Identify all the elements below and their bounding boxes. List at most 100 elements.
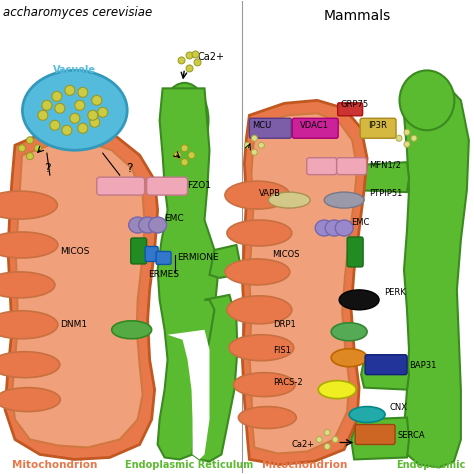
Text: BAP31: BAP31: [409, 361, 437, 370]
Text: Endoplasmic Reticulum: Endoplasmic Reticulum: [126, 460, 254, 471]
Ellipse shape: [335, 220, 353, 236]
Circle shape: [251, 135, 257, 141]
Circle shape: [70, 113, 80, 123]
Text: FZO1: FZO1: [188, 181, 211, 190]
PathPatch shape: [192, 295, 237, 462]
PathPatch shape: [5, 128, 158, 459]
Ellipse shape: [0, 232, 58, 258]
Circle shape: [27, 137, 34, 144]
Text: Endoplasmic: Endoplasmic: [396, 460, 465, 471]
Circle shape: [50, 120, 60, 130]
Text: Mammals: Mammals: [323, 9, 391, 23]
Text: Mitochondrion: Mitochondrion: [12, 460, 98, 471]
Text: Mitochondrion: Mitochondrion: [262, 460, 347, 471]
PathPatch shape: [168, 330, 210, 459]
Ellipse shape: [233, 373, 295, 397]
Ellipse shape: [161, 83, 209, 158]
PathPatch shape: [210, 245, 239, 278]
Circle shape: [194, 59, 201, 66]
Text: ERMIONE: ERMIONE: [178, 254, 219, 263]
Ellipse shape: [268, 192, 310, 208]
Circle shape: [65, 85, 75, 95]
Circle shape: [316, 437, 322, 443]
Ellipse shape: [0, 352, 60, 378]
Circle shape: [42, 100, 52, 110]
Ellipse shape: [331, 349, 367, 367]
Ellipse shape: [139, 217, 156, 233]
Ellipse shape: [318, 381, 356, 399]
Circle shape: [404, 141, 410, 147]
Circle shape: [251, 149, 257, 155]
Text: VAPB: VAPB: [259, 189, 282, 198]
Text: EMC: EMC: [164, 214, 184, 223]
Text: MICOS: MICOS: [273, 250, 300, 259]
Text: CNX: CNX: [389, 403, 407, 412]
Ellipse shape: [112, 321, 152, 339]
FancyBboxPatch shape: [146, 177, 188, 195]
Text: MICOS: MICOS: [60, 247, 89, 256]
Ellipse shape: [315, 220, 333, 236]
Circle shape: [75, 100, 85, 110]
Ellipse shape: [0, 388, 60, 411]
Circle shape: [404, 129, 410, 135]
PathPatch shape: [242, 100, 367, 465]
Circle shape: [181, 145, 188, 152]
FancyBboxPatch shape: [145, 246, 158, 262]
Ellipse shape: [22, 71, 127, 150]
Text: DRP1: DRP1: [273, 320, 296, 329]
FancyBboxPatch shape: [307, 158, 337, 174]
FancyBboxPatch shape: [292, 118, 338, 138]
Circle shape: [174, 152, 181, 159]
Ellipse shape: [325, 220, 343, 236]
PathPatch shape: [158, 88, 218, 459]
FancyBboxPatch shape: [131, 238, 146, 264]
Text: accharomyces cerevisiae: accharomyces cerevisiae: [3, 6, 152, 18]
Circle shape: [78, 123, 88, 133]
Ellipse shape: [227, 220, 292, 246]
Circle shape: [178, 57, 185, 64]
Circle shape: [324, 444, 330, 449]
Circle shape: [396, 135, 402, 141]
Circle shape: [258, 142, 264, 148]
FancyBboxPatch shape: [337, 103, 363, 116]
Ellipse shape: [0, 311, 58, 339]
Circle shape: [245, 142, 250, 148]
Circle shape: [52, 91, 62, 101]
Circle shape: [62, 125, 72, 135]
Ellipse shape: [238, 407, 296, 428]
Circle shape: [35, 145, 41, 152]
PathPatch shape: [351, 418, 409, 459]
Ellipse shape: [229, 335, 294, 361]
Circle shape: [18, 145, 26, 152]
Text: DNM1: DNM1: [60, 320, 87, 329]
Circle shape: [411, 135, 417, 141]
PathPatch shape: [249, 113, 357, 454]
Text: PERK: PERK: [384, 288, 406, 297]
Circle shape: [27, 153, 34, 160]
Ellipse shape: [324, 192, 364, 208]
Text: Vacuole: Vacuole: [53, 65, 96, 75]
Text: FIS1: FIS1: [273, 346, 291, 355]
Text: SERCA: SERCA: [397, 431, 425, 440]
Circle shape: [186, 65, 193, 72]
FancyBboxPatch shape: [97, 177, 145, 195]
Circle shape: [55, 103, 65, 113]
Text: Ca2+: Ca2+: [291, 440, 314, 449]
FancyBboxPatch shape: [355, 425, 395, 445]
Ellipse shape: [349, 407, 385, 422]
Text: ?: ?: [45, 162, 51, 175]
Text: MFN1/2: MFN1/2: [369, 161, 401, 170]
Circle shape: [92, 95, 102, 105]
Circle shape: [186, 52, 193, 59]
FancyBboxPatch shape: [337, 158, 366, 174]
FancyBboxPatch shape: [360, 118, 396, 138]
Text: GRP75: GRP75: [340, 100, 368, 109]
Text: EMC: EMC: [351, 218, 370, 227]
Text: PTPIP51: PTPIP51: [369, 189, 402, 198]
Circle shape: [38, 110, 48, 120]
Text: IP3R: IP3R: [368, 121, 386, 130]
Ellipse shape: [0, 191, 57, 219]
Text: PACS-2: PACS-2: [273, 378, 303, 387]
Circle shape: [88, 110, 98, 120]
Text: ERMES: ERMES: [147, 270, 179, 279]
